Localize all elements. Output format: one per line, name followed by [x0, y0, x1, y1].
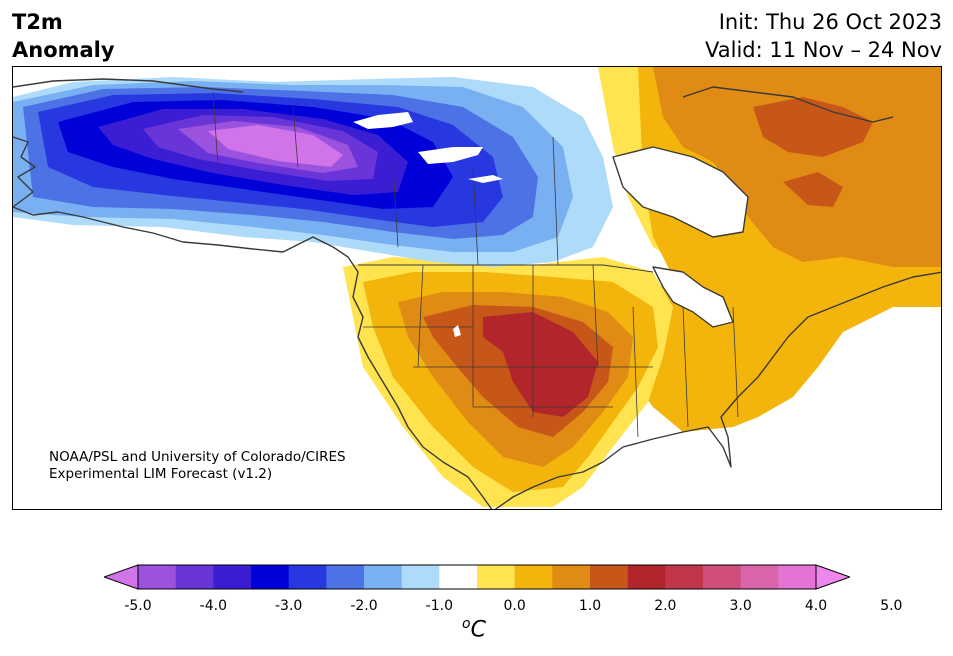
- colorbar-extend-max: [815, 564, 852, 590]
- west-coastline: [13, 78, 493, 509]
- credit-line-2: Experimental LIM Forecast (v1.2): [49, 466, 273, 482]
- warm-band-darkorange-baffin: [753, 97, 873, 157]
- colorbar-segment: [288, 565, 327, 589]
- colorbar-tick-label: -3.0: [274, 598, 303, 614]
- colorbar-tick-label: -5.0: [124, 598, 152, 614]
- colorbar-tick-label: 5.0: [880, 598, 903, 614]
- colorbar-segment: [401, 565, 440, 589]
- colorbar-svg: [102, 564, 852, 590]
- hudson-bay: [612, 146, 749, 238]
- colorbar-tick-label: -2.0: [350, 598, 378, 614]
- colorbar-tick-label: 4.0: [804, 598, 828, 614]
- colorbar-segment: [138, 565, 177, 589]
- colorbar-extend-min: [102, 564, 139, 590]
- colorbar-outline: [137, 564, 817, 590]
- warm-band-orange-quebec: [653, 67, 941, 267]
- map-title: T2m Anomaly: [12, 8, 115, 64]
- athabasca-lake: [468, 175, 503, 183]
- colorbar-segment: [703, 565, 742, 589]
- colorbar-segment: [627, 565, 666, 589]
- gulf-coastline: [494, 271, 941, 509]
- colorbar-segment: [590, 565, 629, 589]
- colorbar-segment: [175, 565, 214, 589]
- colorbar-segment: [740, 565, 779, 589]
- colorbar: [102, 564, 852, 594]
- colorbar-segment: [439, 565, 478, 589]
- credit-text: NOAA/PSL and University of Colorado/CIRE…: [49, 449, 346, 483]
- great-lakes: [652, 266, 734, 328]
- init-date: Init: Thu 26 Oct 2023: [718, 10, 942, 34]
- coastlines-and-borders: [13, 78, 941, 509]
- great-bear-lake: [353, 112, 413, 129]
- colorbar-segment: [213, 565, 252, 589]
- interior-borders: [212, 91, 739, 438]
- sw-red-core: [483, 312, 598, 417]
- colorbar-segment: [364, 565, 403, 589]
- unit-degree-symbol: o: [462, 616, 471, 632]
- colorbar-tick-label: -1.0: [425, 598, 453, 614]
- colorbar-unit: oC: [462, 616, 486, 642]
- western-lakes: [353, 112, 503, 337]
- colorbar-segment: [514, 565, 553, 589]
- colorbar-tick-label: 1.0: [578, 598, 602, 614]
- colorbar-segment: [251, 565, 290, 589]
- colorbar-segment: [477, 565, 516, 589]
- title-line-1: T2m: [12, 10, 63, 34]
- anomaly-map: [12, 66, 942, 510]
- warm-band-darkorange-labrador: [783, 172, 843, 207]
- great-slave-lake: [418, 147, 483, 164]
- forecast-dates: Init: Thu 26 Oct 2023 Valid: 11 Nov – 24…: [705, 8, 942, 64]
- colorbar-tick-label: 0.0: [503, 598, 526, 614]
- warm-anomaly-field: [598, 67, 941, 432]
- colorbar-segment: [665, 565, 704, 589]
- credit-line-1: NOAA/PSL and University of Colorado/CIRE…: [49, 449, 346, 465]
- colorbar-tick-label: -4.0: [199, 598, 227, 614]
- title-line-2: Anomaly: [12, 38, 115, 62]
- colorbar-segment: [326, 565, 365, 589]
- colorbar-segment: [552, 565, 591, 589]
- unit-letter: C: [470, 617, 486, 643]
- colorbar-tick-label: 3.0: [729, 598, 752, 614]
- colorbar-segment: [778, 565, 817, 589]
- cold-pink-core: [208, 125, 343, 167]
- baffin-island: [682, 86, 894, 123]
- map-svg: [13, 67, 941, 509]
- great-salt-lake: [453, 325, 461, 337]
- colorbar-tick-label: 2.0: [654, 598, 677, 614]
- valid-date: Valid: 11 Nov – 24 Nov: [705, 38, 942, 62]
